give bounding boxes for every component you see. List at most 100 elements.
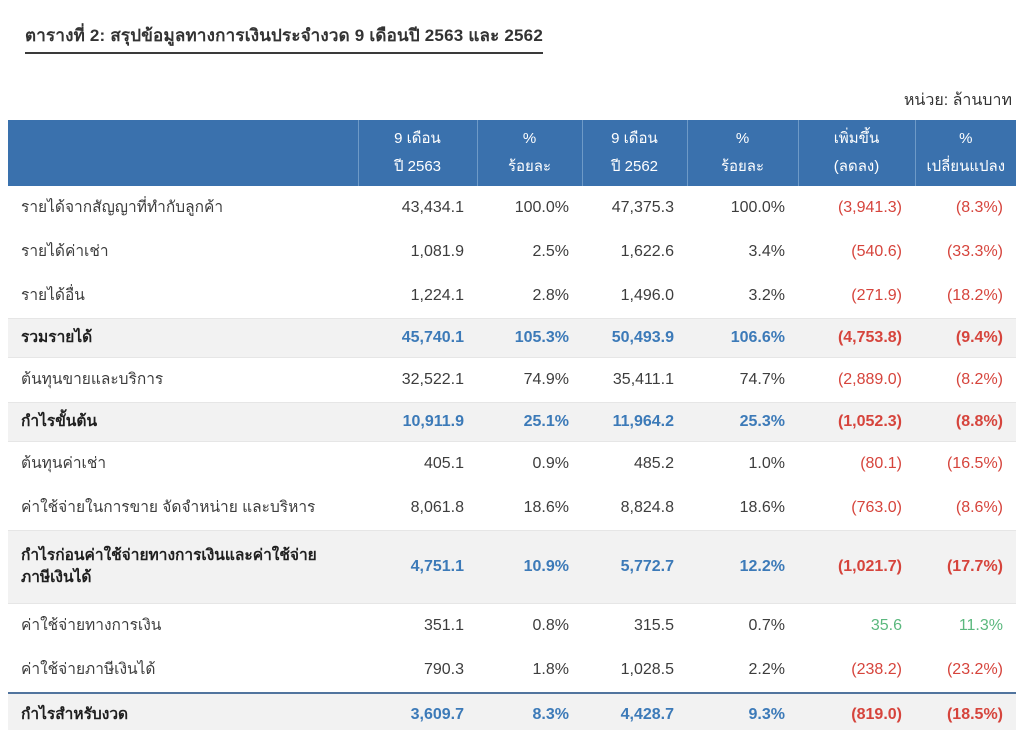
cell-value: 105.3% [477,318,582,358]
cell-change-pct: (9.4%) [915,318,1016,358]
cell-value: 485.2 [633,455,674,472]
cell-value: 8,824.8 [620,499,674,516]
cell-value: 25.3% [687,402,798,442]
cell-value: 25.1% [477,402,582,442]
cell-change-pct: (23.2%) [946,661,1003,678]
unit-note: หน่วย: ล้านบาท [903,92,1012,109]
cell-change: (80.1) [860,455,902,472]
row-label: รายได้ค่าเช่า [21,242,109,260]
cell-value: 1.8% [532,661,569,678]
row-label: ต้นทุนขายและบริการ [21,370,164,388]
header-row: 9 เดือน ปี 2563 % ร้อยละ 9 เดือน ปี 2562… [8,120,1016,186]
table-row: รายได้จากสัญญาที่ทำกับลูกค้า 43,434.1 10… [8,186,1016,230]
cell-change: (1,052.3) [798,402,915,442]
cell-value: 0.8% [532,617,569,634]
table-row: ต้นทุนค่าเช่า 405.1 0.9% 485.2 1.0% (80.… [8,442,1016,487]
cell-value: 1,622.6 [620,243,674,260]
cell-value: 10,911.9 [358,402,477,442]
cell-value: 100.0% [514,199,569,216]
cell-change-pct: (17.7%) [915,530,1016,604]
row-label: ต้นทุนค่าเช่า [21,454,107,472]
cell-change-pct: (16.5%) [946,455,1003,472]
cell-value: 43,434.1 [401,199,464,216]
table-row-profit-before-finance-tax: กำไรก่อนค่าใช้จ่ายทางการเงินและค่าใช้จ่า… [8,530,1016,604]
cell-value: 3,609.7 [358,692,477,730]
table-body: รายได้จากสัญญาที่ทำกับลูกค้า 43,434.1 10… [8,186,1016,730]
cell-value: 0.7% [748,617,785,634]
cell-change-pct: (33.3%) [946,243,1003,260]
cell-value: 790.3 [423,661,464,678]
table-header: 9 เดือน ปี 2563 % ร้อยละ 9 เดือน ปี 2562… [8,120,1016,186]
cell-change: (238.2) [851,661,902,678]
cell-value: 35,411.1 [612,371,674,388]
table-row: ค่าใช้จ่ายทางการเงิน 351.1 0.8% 315.5 0.… [8,604,1016,649]
row-label: รายได้จากสัญญาที่ทำกับลูกค้า [21,198,224,216]
cell-change-pct: (8.8%) [915,402,1016,442]
table-row-total-revenue: รวมรายได้ 45,740.1 105.3% 50,493.9 106.6… [8,318,1016,358]
cell-value: 12.2% [687,530,798,604]
cell-change: (3,941.3) [837,199,902,216]
cell-value: 47,375.3 [611,199,674,216]
cell-change-pct: (8.3%) [955,199,1003,216]
cell-value: 1.0% [748,455,785,472]
cell-change-pct: (18.5%) [915,692,1016,730]
row-label: ค่าใช้จ่ายภาษีเงินได้ [21,660,156,678]
cell-value: 74.7% [739,371,785,388]
header-cell-change-pct: % เปลี่ยนแปลง [914,120,1016,186]
cell-value: 315.5 [633,617,674,634]
cell-value: 3.4% [748,243,785,260]
row-label: ค่าใช้จ่ายทางการเงิน [21,616,162,634]
cell-change: (271.9) [851,287,902,304]
cell-value: 5,772.7 [582,530,687,604]
header-cell-change: เพิ่มขึ้น (ลดลง) [797,120,915,186]
cell-change: 35.6 [870,617,902,634]
cell-value: 45,740.1 [358,318,477,358]
cell-value: 10.9% [477,530,582,604]
header-cell-pct-2562: % ร้อยละ [686,120,798,186]
financial-summary-table: 9 เดือน ปี 2563 % ร้อยละ 9 เดือน ปี 2562… [8,120,1016,730]
table-row-profit-for-period: กำไรสำหรับงวด 3,609.7 8.3% 4,428.7 9.3% … [8,692,1016,730]
cell-value: 1,496.0 [620,287,674,304]
cell-value: 1,028.5 [620,661,674,678]
cell-value: 2.8% [532,287,569,304]
header-cell-pct-2563: % ร้อยละ [476,120,582,186]
cell-value: 0.9% [532,455,569,472]
cell-change-pct: (8.2%) [955,371,1003,388]
table-row: รายได้ค่าเช่า 1,081.9 2.5% 1,622.6 3.4% … [8,230,1016,274]
cell-value: 100.0% [730,199,785,216]
cell-value: 405.1 [423,455,464,472]
cell-value: 1,081.9 [410,243,464,260]
cell-value: 74.9% [523,371,569,388]
cell-change: (763.0) [851,499,902,516]
cell-value: 18.6% [739,499,785,516]
cell-value: 2.5% [532,243,569,260]
cell-value: 4,751.1 [358,530,477,604]
cell-change-pct: (18.2%) [946,287,1003,304]
row-label: ค่าใช้จ่ายในการขาย จัดจำหน่าย และบริหาร [21,498,316,516]
row-label: รายได้อื่น [21,286,85,304]
cell-value: 351.1 [423,617,464,634]
table-row-gross-profit: กำไรขั้นต้น 10,911.9 25.1% 11,964.2 25.3… [8,402,1016,442]
table-row: ค่าใช้จ่ายภาษีเงินได้ 790.3 1.8% 1,028.5… [8,648,1016,693]
table-row: รายได้อื่น 1,224.1 2.8% 1,496.0 3.2% (27… [8,274,1016,319]
header-cell-period-2562: 9 เดือน ปี 2562 [581,120,687,186]
cell-value: 9.3% [687,692,798,730]
row-label: กำไรก่อนค่าใช้จ่ายทางการเงินและค่าใช้จ่า… [8,530,358,604]
cell-change-pct: (8.6%) [955,499,1003,516]
cell-value: 1,224.1 [410,287,464,304]
cell-value: 32,522.1 [401,371,464,388]
row-label: กำไรขั้นต้น [8,402,358,442]
cell-value: 106.6% [687,318,798,358]
cell-change: (819.0) [798,692,915,730]
cell-change: (540.6) [851,243,902,260]
row-label: กำไรสำหรับงวด [8,692,358,730]
cell-value: 3.2% [748,287,785,304]
cell-change: (2,889.0) [837,371,902,388]
header-cell-period-2563: 9 เดือน ปี 2563 [357,120,477,186]
cell-value: 8,061.8 [410,499,464,516]
cell-value: 2.2% [748,661,785,678]
cell-value: 4,428.7 [582,692,687,730]
table-row: ค่าใช้จ่ายในการขาย จัดจำหน่าย และบริหาร … [8,486,1016,531]
cell-change: (1,021.7) [798,530,915,604]
